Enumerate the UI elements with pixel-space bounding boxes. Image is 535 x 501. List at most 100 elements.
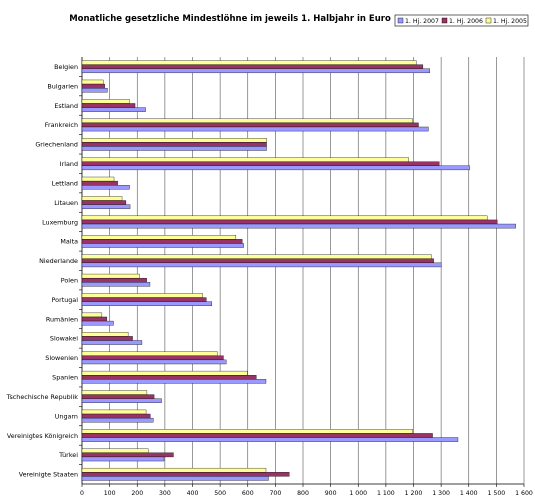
bar bbox=[81, 456, 165, 462]
bar bbox=[81, 118, 413, 124]
bar bbox=[81, 301, 213, 306]
bar bbox=[81, 437, 459, 442]
x-tick-label: 1 500 bbox=[488, 490, 506, 497]
x-tick-label: 1 000 bbox=[349, 490, 367, 497]
x-axis-ticks: 0 100 200 300 400 500 600 700 800 900 1 000 1 100 1 … bbox=[79, 76, 533, 497]
category-label: Vereinigtes Königreich bbox=[7, 432, 78, 440]
x-tick-label: 1 400 bbox=[460, 490, 478, 497]
bar bbox=[81, 142, 267, 147]
bar bbox=[81, 312, 103, 318]
bar bbox=[81, 433, 433, 438]
legend-swatch bbox=[441, 17, 448, 24]
bar bbox=[81, 332, 129, 337]
category-label: Griechenland bbox=[35, 141, 78, 149]
bar bbox=[81, 316, 108, 322]
bar bbox=[81, 359, 227, 365]
legend-label: 1. Hj. 2006 bbox=[449, 18, 483, 25]
category-label: Tschechische Republik bbox=[6, 393, 79, 401]
x-tick-label: 0 bbox=[80, 490, 84, 497]
bar bbox=[81, 122, 419, 128]
bar bbox=[81, 293, 203, 298]
category-label: Slowakei bbox=[50, 335, 78, 343]
bar bbox=[81, 68, 430, 74]
bar bbox=[81, 297, 207, 302]
legend-box bbox=[394, 14, 529, 27]
category-label: Slowenien bbox=[45, 354, 78, 362]
bar bbox=[81, 239, 243, 244]
bar bbox=[81, 215, 488, 221]
legend-label: 1. Hj. 2007 bbox=[405, 18, 439, 25]
category-label: Bulgarien bbox=[47, 82, 78, 90]
x-tick-label: 400 bbox=[187, 490, 199, 497]
bar bbox=[81, 375, 257, 380]
bar bbox=[81, 476, 269, 481]
category-label: Litauen bbox=[54, 199, 78, 207]
bar bbox=[81, 219, 498, 225]
category-label: Frankreich bbox=[45, 121, 78, 129]
category-label: Türkei bbox=[58, 451, 78, 459]
bar bbox=[81, 235, 237, 240]
bar bbox=[81, 79, 104, 85]
chart-title: Monatliche gesetzliche Mindestlöhne im j… bbox=[69, 14, 391, 24]
bar bbox=[81, 448, 149, 454]
x-tick-label: 100 bbox=[104, 490, 116, 497]
bar bbox=[81, 394, 155, 399]
x-tick-label: 800 bbox=[297, 490, 309, 497]
bar bbox=[81, 60, 417, 65]
x-tick-label: 300 bbox=[159, 490, 171, 497]
legend: 1. Hj. 2007 1. Hj. 2006 1. Hj. 2005 bbox=[394, 14, 529, 27]
category-label: Portugal bbox=[52, 296, 79, 304]
category-label: Belgien bbox=[54, 63, 78, 71]
bar bbox=[81, 64, 424, 69]
bar bbox=[81, 409, 147, 415]
bar bbox=[81, 452, 174, 458]
x-tick-label: 1 600 bbox=[515, 490, 533, 497]
bar bbox=[81, 472, 290, 477]
category-labels: Belgien Bulgarien Estland Frankreich Grieche… bbox=[6, 63, 79, 479]
x-tick-label: 700 bbox=[269, 490, 281, 497]
category-label: Vereinigte Staaten bbox=[19, 471, 78, 479]
bar bbox=[81, 258, 434, 264]
bar bbox=[81, 146, 267, 151]
legend-label: 1. Hj. 2005 bbox=[493, 18, 527, 25]
bar bbox=[81, 336, 133, 341]
bar bbox=[81, 138, 267, 143]
bar bbox=[81, 340, 143, 345]
bar bbox=[81, 87, 108, 93]
bar bbox=[81, 223, 516, 229]
x-tick-label: 900 bbox=[325, 490, 337, 497]
bar bbox=[81, 254, 432, 259]
bar bbox=[81, 467, 267, 473]
bar bbox=[81, 417, 154, 423]
legend-swatch bbox=[485, 17, 492, 24]
bar bbox=[81, 180, 118, 186]
bar bbox=[81, 413, 151, 419]
bar bbox=[81, 351, 218, 356]
bar bbox=[81, 282, 151, 287]
category-label: Estland bbox=[54, 102, 78, 110]
bar bbox=[81, 165, 470, 171]
bar bbox=[81, 398, 162, 403]
bar bbox=[81, 196, 123, 201]
bar bbox=[81, 355, 224, 361]
bar bbox=[81, 176, 115, 182]
bar bbox=[81, 390, 148, 395]
bar bbox=[81, 161, 440, 166]
bar bbox=[81, 99, 130, 104]
x-tick-label: 1 200 bbox=[405, 490, 423, 497]
bar bbox=[81, 370, 248, 376]
bar bbox=[81, 204, 131, 209]
bar bbox=[81, 320, 114, 326]
x-tick-label: 600 bbox=[242, 490, 254, 497]
bar bbox=[81, 157, 409, 162]
bar bbox=[81, 107, 146, 112]
category-label: Malta bbox=[60, 238, 78, 246]
bar bbox=[81, 429, 413, 434]
bar bbox=[81, 243, 244, 248]
category-label: Luxemburg bbox=[42, 218, 78, 226]
bars bbox=[81, 60, 516, 481]
bar bbox=[81, 126, 429, 132]
category-label: Lettland bbox=[52, 179, 78, 187]
bar bbox=[81, 277, 147, 283]
